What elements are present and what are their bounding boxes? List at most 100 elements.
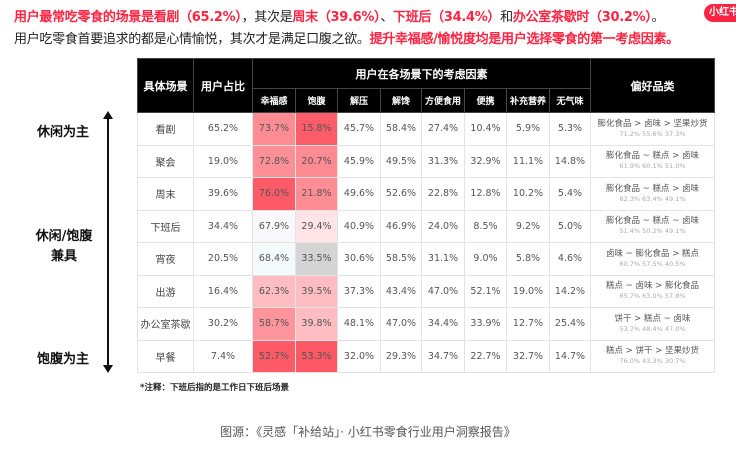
factor-cell: 9.0%	[464, 242, 507, 276]
factor-cell: 52.1%	[464, 274, 507, 308]
factor-cell: 29.3%	[380, 339, 422, 373]
scene-cell: 看剧	[137, 112, 194, 146]
table-row: 下班后 34.4% 67.9% 29.4% 40.9% 46.9% 24.0% 8.5% 9.2…	[137, 209, 715, 243]
preference-ranking: 糕点 > 饼干 > 坚果炒货	[605, 346, 700, 357]
preference-percentages: 71.2% 55.6% 37.3%	[619, 129, 686, 138]
factor-cell: 27.4%	[421, 112, 465, 146]
factor-cell: 72.8%	[252, 144, 296, 178]
preference-cell: 饼干 > 糕点 ~ 卤味 53.7% 48.4% 47.0%	[590, 307, 715, 341]
xiaohongshu-logo: 小红书	[704, 4, 736, 22]
header-factor-convenience: 方便食用	[421, 88, 465, 113]
factor-cell: 33.9%	[464, 307, 507, 341]
factor-cell: 68.4%	[252, 242, 296, 276]
header-factor-stress-relief: 解压	[337, 88, 381, 113]
table-row: 办公室茶歇 30.2% 58.7% 39.8% 48.1% 47.0% 34.4% 33.9%…	[137, 307, 715, 341]
factor-cell: 5.9%	[506, 112, 550, 146]
preference-ranking: 膨化食品 ~ 糕点 ~ 卤味	[605, 216, 700, 227]
table-row: 早餐 7.4% 52.7% 53.3% 32.0% 29.3% 34.7% 22.7% 32.7…	[137, 339, 715, 373]
table-row: 看剧 65.2% 73.7% 15.8% 45.7% 58.4% 27.4% 10.4% 5.9…	[137, 112, 715, 146]
factor-cell: 14.2%	[549, 274, 591, 308]
factor-cell: 31.3%	[421, 144, 465, 178]
headline-part: 周末（39.6%）	[292, 10, 381, 25]
factor-cell: 10.4%	[464, 112, 507, 146]
factor-cell: 5.3%	[549, 112, 591, 146]
factor-cell: 52.6%	[380, 177, 422, 211]
factor-cell: 45.9%	[337, 144, 381, 178]
preference-ranking: 膨化食品 > 卤味 > 坚果炒货	[597, 118, 708, 129]
factor-cell: 8.5%	[464, 209, 507, 243]
scene-cell: 下班后	[137, 209, 194, 243]
table-row: 周末 39.6% 76.0% 21.8% 49.6% 52.6% 22.8% 12.8% 10.…	[137, 177, 715, 211]
factor-cell: 30.6%	[337, 242, 381, 276]
factor-cell: 19.0%	[506, 274, 550, 308]
share-cell: 16.4%	[193, 274, 253, 308]
subline-part: 用户吃零食首要追求的都是心情愉悦，其次才是满足口腹之欲。	[14, 32, 370, 47]
share-cell: 65.2%	[193, 112, 253, 146]
preference-ranking: 糕点 ~ 卤味 > 膨化食品	[605, 281, 700, 292]
footnote: *注释：下班后指的是工作日下班后场景	[140, 383, 289, 393]
arrow-down-icon	[103, 365, 113, 373]
factor-cell: 32.0%	[337, 339, 381, 373]
headline: 用户最常吃零食的场景是看剧（65.2%），其次是周末（39.6%）、下班后（34…	[14, 6, 665, 25]
factor-cell: 21.8%	[295, 177, 338, 211]
headline-part: 、	[380, 10, 394, 25]
factor-cell: 25.4%	[549, 307, 591, 341]
factor-cell: 11.1%	[506, 144, 550, 178]
factor-cell: 47.0%	[380, 307, 422, 341]
factor-cell: 58.4%	[380, 112, 422, 146]
factor-cell: 48.1%	[337, 307, 381, 341]
factor-cell: 52.7%	[252, 339, 296, 373]
scene-cell: 早餐	[137, 339, 194, 373]
factor-cell: 49.5%	[380, 144, 422, 178]
factor-cell: 15.8%	[295, 112, 338, 146]
header-factor-portable: 便携	[464, 88, 507, 113]
factor-cell: 73.7%	[252, 112, 296, 146]
headline-part: 办公室茶歇时（30.2%）	[512, 10, 652, 25]
factor-cell: 12.8%	[464, 177, 507, 211]
preference-ranking: 膨化食品 ~ 糕点 > 卤味	[605, 151, 700, 162]
factor-cell: 5.0%	[549, 209, 591, 243]
factor-cell: 32.9%	[464, 144, 507, 178]
image-source-caption: 图源：《灵感「补给站」· 小红书零食行业用户洞察报告》	[220, 425, 516, 439]
factor-cell: 46.9%	[380, 209, 422, 243]
factor-cell: 58.7%	[252, 307, 296, 341]
factor-cell: 40.9%	[337, 209, 381, 243]
preference-cell: 膨化食品 > 卤味 > 坚果炒货 71.2% 55.6% 37.3%	[590, 112, 715, 146]
table-row: 聚会 19.0% 72.8% 20.7% 45.9% 49.5% 31.3% 32.9% 11.…	[137, 144, 715, 178]
subline-part: 提升幸福感/愉悦度均是用户选择零食的第一考虑因素。	[369, 32, 680, 47]
factor-cell: 20.7%	[295, 144, 338, 178]
preference-cell: 卤味 ~ 膨化食品 > 糕点 60.7% 57.5% 40.5%	[590, 242, 715, 276]
preference-percentages: 60.7% 57.5% 40.5%	[619, 259, 686, 268]
preference-cell: 膨化食品 ~ 糕点 > 卤味 61.9% 60.1% 51.0%	[590, 144, 715, 178]
share-cell: 34.4%	[193, 209, 253, 243]
preference-percentages: 65.7% 63.0% 57.8%	[619, 292, 686, 301]
preference-percentages: 53.7% 48.4% 47.0%	[619, 324, 686, 333]
factor-cell: 24.0%	[421, 209, 465, 243]
table-row: 出游 16.4% 62.3% 39.5% 37.3% 43.4% 47.0% 52.1% 19.…	[137, 274, 715, 308]
preference-cell: 糕点 ~ 卤味 > 膨化食品 65.7% 63.0% 57.8%	[590, 274, 715, 308]
preference-cell: 糕点 > 饼干 > 坚果炒货 76.0% 43.3% 30.7%	[590, 339, 715, 373]
preference-percentages: 62.3% 63.4% 49.1%	[619, 194, 686, 203]
scene-cell: 宵夜	[137, 242, 194, 276]
share-cell: 39.6%	[193, 177, 253, 211]
factor-cell: 10.2%	[506, 177, 550, 211]
preference-ranking: 卤味 ~ 膨化食品 > 糕点	[605, 248, 700, 259]
factor-cell: 39.8%	[295, 307, 338, 341]
factor-cell: 76.0%	[252, 177, 296, 211]
factor-cell: 22.7%	[464, 339, 507, 373]
factor-cell: 12.7%	[506, 307, 550, 341]
factor-cell: 43.4%	[380, 274, 422, 308]
factor-cell: 45.7%	[337, 112, 381, 146]
factor-cell: 47.0%	[421, 274, 465, 308]
header-factor-nutrition: 补充营养	[506, 88, 550, 113]
share-cell: 20.5%	[193, 242, 253, 276]
factor-cell: 67.9%	[252, 209, 296, 243]
header-preference: 偏好品类	[590, 58, 715, 113]
share-cell: 7.4%	[193, 339, 253, 373]
factor-cell: 62.3%	[252, 274, 296, 308]
factor-cell: 22.8%	[421, 177, 465, 211]
table-row: 宵夜 20.5% 68.4% 33.5% 30.6% 58.5% 31.1% 9.0% 5.8%…	[137, 242, 715, 276]
share-cell: 19.0%	[193, 144, 253, 178]
preference-ranking: 膨化食品 ~ 糕点 > 卤味	[605, 183, 700, 194]
factor-cell: 31.1%	[421, 242, 465, 276]
